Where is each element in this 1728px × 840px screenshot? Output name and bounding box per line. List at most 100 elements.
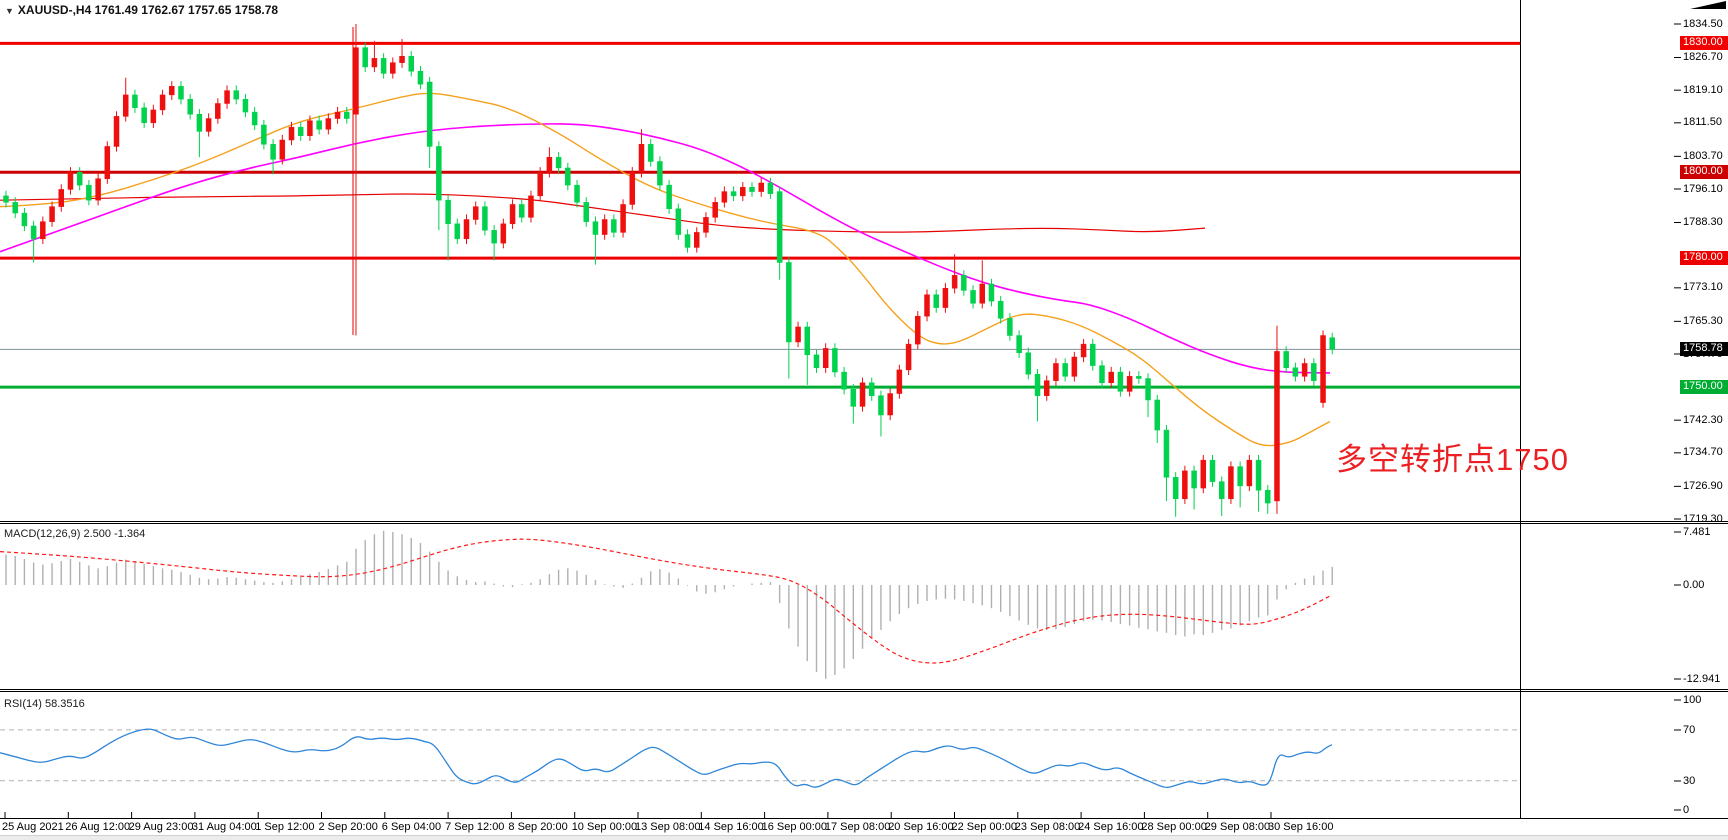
candle-body (1228, 466, 1234, 500)
candle-body (555, 156, 562, 169)
rsi-line (0, 728, 1333, 788)
date-label-17-Sep-08-00: 17 Sep 08:00 (824, 821, 891, 833)
macd-scale-7.481: 7.481 (1683, 525, 1711, 538)
candle-body (1172, 477, 1179, 500)
candle-body (1311, 363, 1317, 381)
candle-body (942, 288, 949, 308)
candle-body (620, 204, 626, 233)
candle-body (1145, 378, 1151, 401)
candle-body (1071, 356, 1078, 377)
symbol-ohlc-title: XAUUSD-,H4 1761.49 1762.67 1757.65 1758.… (17, 3, 279, 17)
candle-body (1117, 371, 1124, 392)
candle-body (215, 103, 221, 119)
candle-body (961, 275, 967, 291)
chevron-down-icon[interactable]: ▼ (5, 6, 14, 16)
candle-body (279, 139, 286, 160)
candle-body (344, 111, 350, 119)
candle-body (657, 161, 663, 186)
date-label-1-Sep-12-00: 1 Sep 12:00 (255, 821, 315, 833)
candle-body (924, 294, 930, 317)
candle-body (1301, 363, 1308, 377)
candle-body (1163, 429, 1170, 478)
ma-fast-orange (0, 92, 1331, 447)
candle-body (408, 55, 414, 72)
candle-body (472, 206, 479, 220)
candle-body (1237, 466, 1243, 487)
price-label-1803.70: 1803.70 (1683, 149, 1723, 162)
candle-body (196, 113, 203, 132)
candle-body (878, 395, 884, 416)
date-label-29-Aug-23-00: 29 Aug 23:00 (128, 821, 194, 833)
candle-body (270, 144, 276, 160)
level-price-box-1830.00[interactable]: 1830.00 (1680, 35, 1728, 50)
candle-body (988, 283, 995, 302)
price-label-1834.50: 1834.50 (1683, 17, 1723, 30)
level-price-box-1780.00[interactable]: 1780.00 (1680, 250, 1728, 265)
candle-body (399, 55, 405, 63)
candle-body (951, 275, 958, 289)
macd-scale-0.00: 0.00 (1683, 578, 1705, 591)
candle-body (288, 126, 295, 141)
candle-body (104, 146, 111, 179)
candle-body (58, 189, 65, 207)
date-label-13-Sep-08-00: 13 Sep 08:00 (635, 821, 701, 833)
price-label-1773.10: 1773.10 (1683, 281, 1723, 294)
candle-body (758, 182, 764, 192)
candle-body (426, 81, 433, 147)
date-label-8-Sep-20-00: 8 Sep 20:00 (508, 821, 568, 833)
candle-body (666, 184, 672, 210)
macd-scale--12.941: -12.941 (1683, 672, 1721, 685)
date-label-23-Sep-08-00: 23 Sep 08:00 (1014, 821, 1081, 833)
candle-body (519, 204, 525, 218)
candle-body (611, 219, 617, 233)
candle-body (362, 47, 368, 68)
price-label-1796.10: 1796.10 (1683, 182, 1723, 195)
candle-body (979, 283, 986, 304)
candle-body (86, 184, 92, 201)
candle-body (583, 202, 589, 222)
level-price-box-1800.00[interactable]: 1800.00 (1680, 164, 1728, 179)
candle-body (1053, 363, 1059, 381)
date-label-22-Sep-00-00: 22 Sep 00:00 (951, 821, 1017, 833)
candle-body (804, 326, 811, 356)
candle-body (21, 212, 28, 227)
candle-body (141, 107, 147, 124)
chart-title-bar: ▼ XAUUSD-,H4 1761.49 1762.67 1757.65 1758… (5, 3, 278, 17)
candle-body (30, 225, 37, 240)
candle-body (1034, 373, 1041, 396)
candle-body (95, 178, 101, 201)
scroll-to-end-marker[interactable] (1690, 1, 1726, 9)
date-label-28-Sep-00-00: 28 Sep 00:00 (1141, 821, 1207, 833)
candle-body (233, 90, 239, 100)
candle-body (915, 315, 921, 345)
candle-body (1016, 335, 1022, 353)
price-label-1788.30: 1788.30 (1683, 216, 1723, 229)
candle-body (1255, 459, 1262, 491)
candle-body (417, 71, 424, 85)
candle-body (1136, 376, 1142, 379)
candle-body (832, 348, 838, 373)
candle-body (1043, 380, 1050, 396)
candle-body (647, 144, 654, 162)
candle-body (261, 124, 267, 145)
date-label-24-Sep-16-00: 24 Sep 16:00 (1078, 821, 1144, 833)
date-label-20-Sep-16-00: 20 Sep 16:00 (888, 821, 954, 833)
candle-body (1099, 365, 1105, 384)
candle-body (205, 118, 212, 132)
level-price-box-1750.00[interactable]: 1750.00 (1680, 379, 1728, 394)
ma-mid-magenta (0, 123, 1331, 374)
candle-body (675, 208, 682, 235)
candle-body (187, 98, 193, 115)
candle-body (67, 171, 74, 190)
candle-body (316, 120, 322, 130)
candle-body (76, 171, 83, 186)
candle-body (482, 206, 488, 231)
candle-body (132, 94, 138, 109)
candle-body (1126, 376, 1133, 392)
current-price-box: 1758.78 (1680, 341, 1728, 356)
candle-body (1191, 470, 1197, 489)
candle-body (721, 191, 728, 203)
candle-body (712, 202, 718, 218)
date-label-2-Sep-20-00: 2 Sep 20:00 (318, 821, 378, 833)
